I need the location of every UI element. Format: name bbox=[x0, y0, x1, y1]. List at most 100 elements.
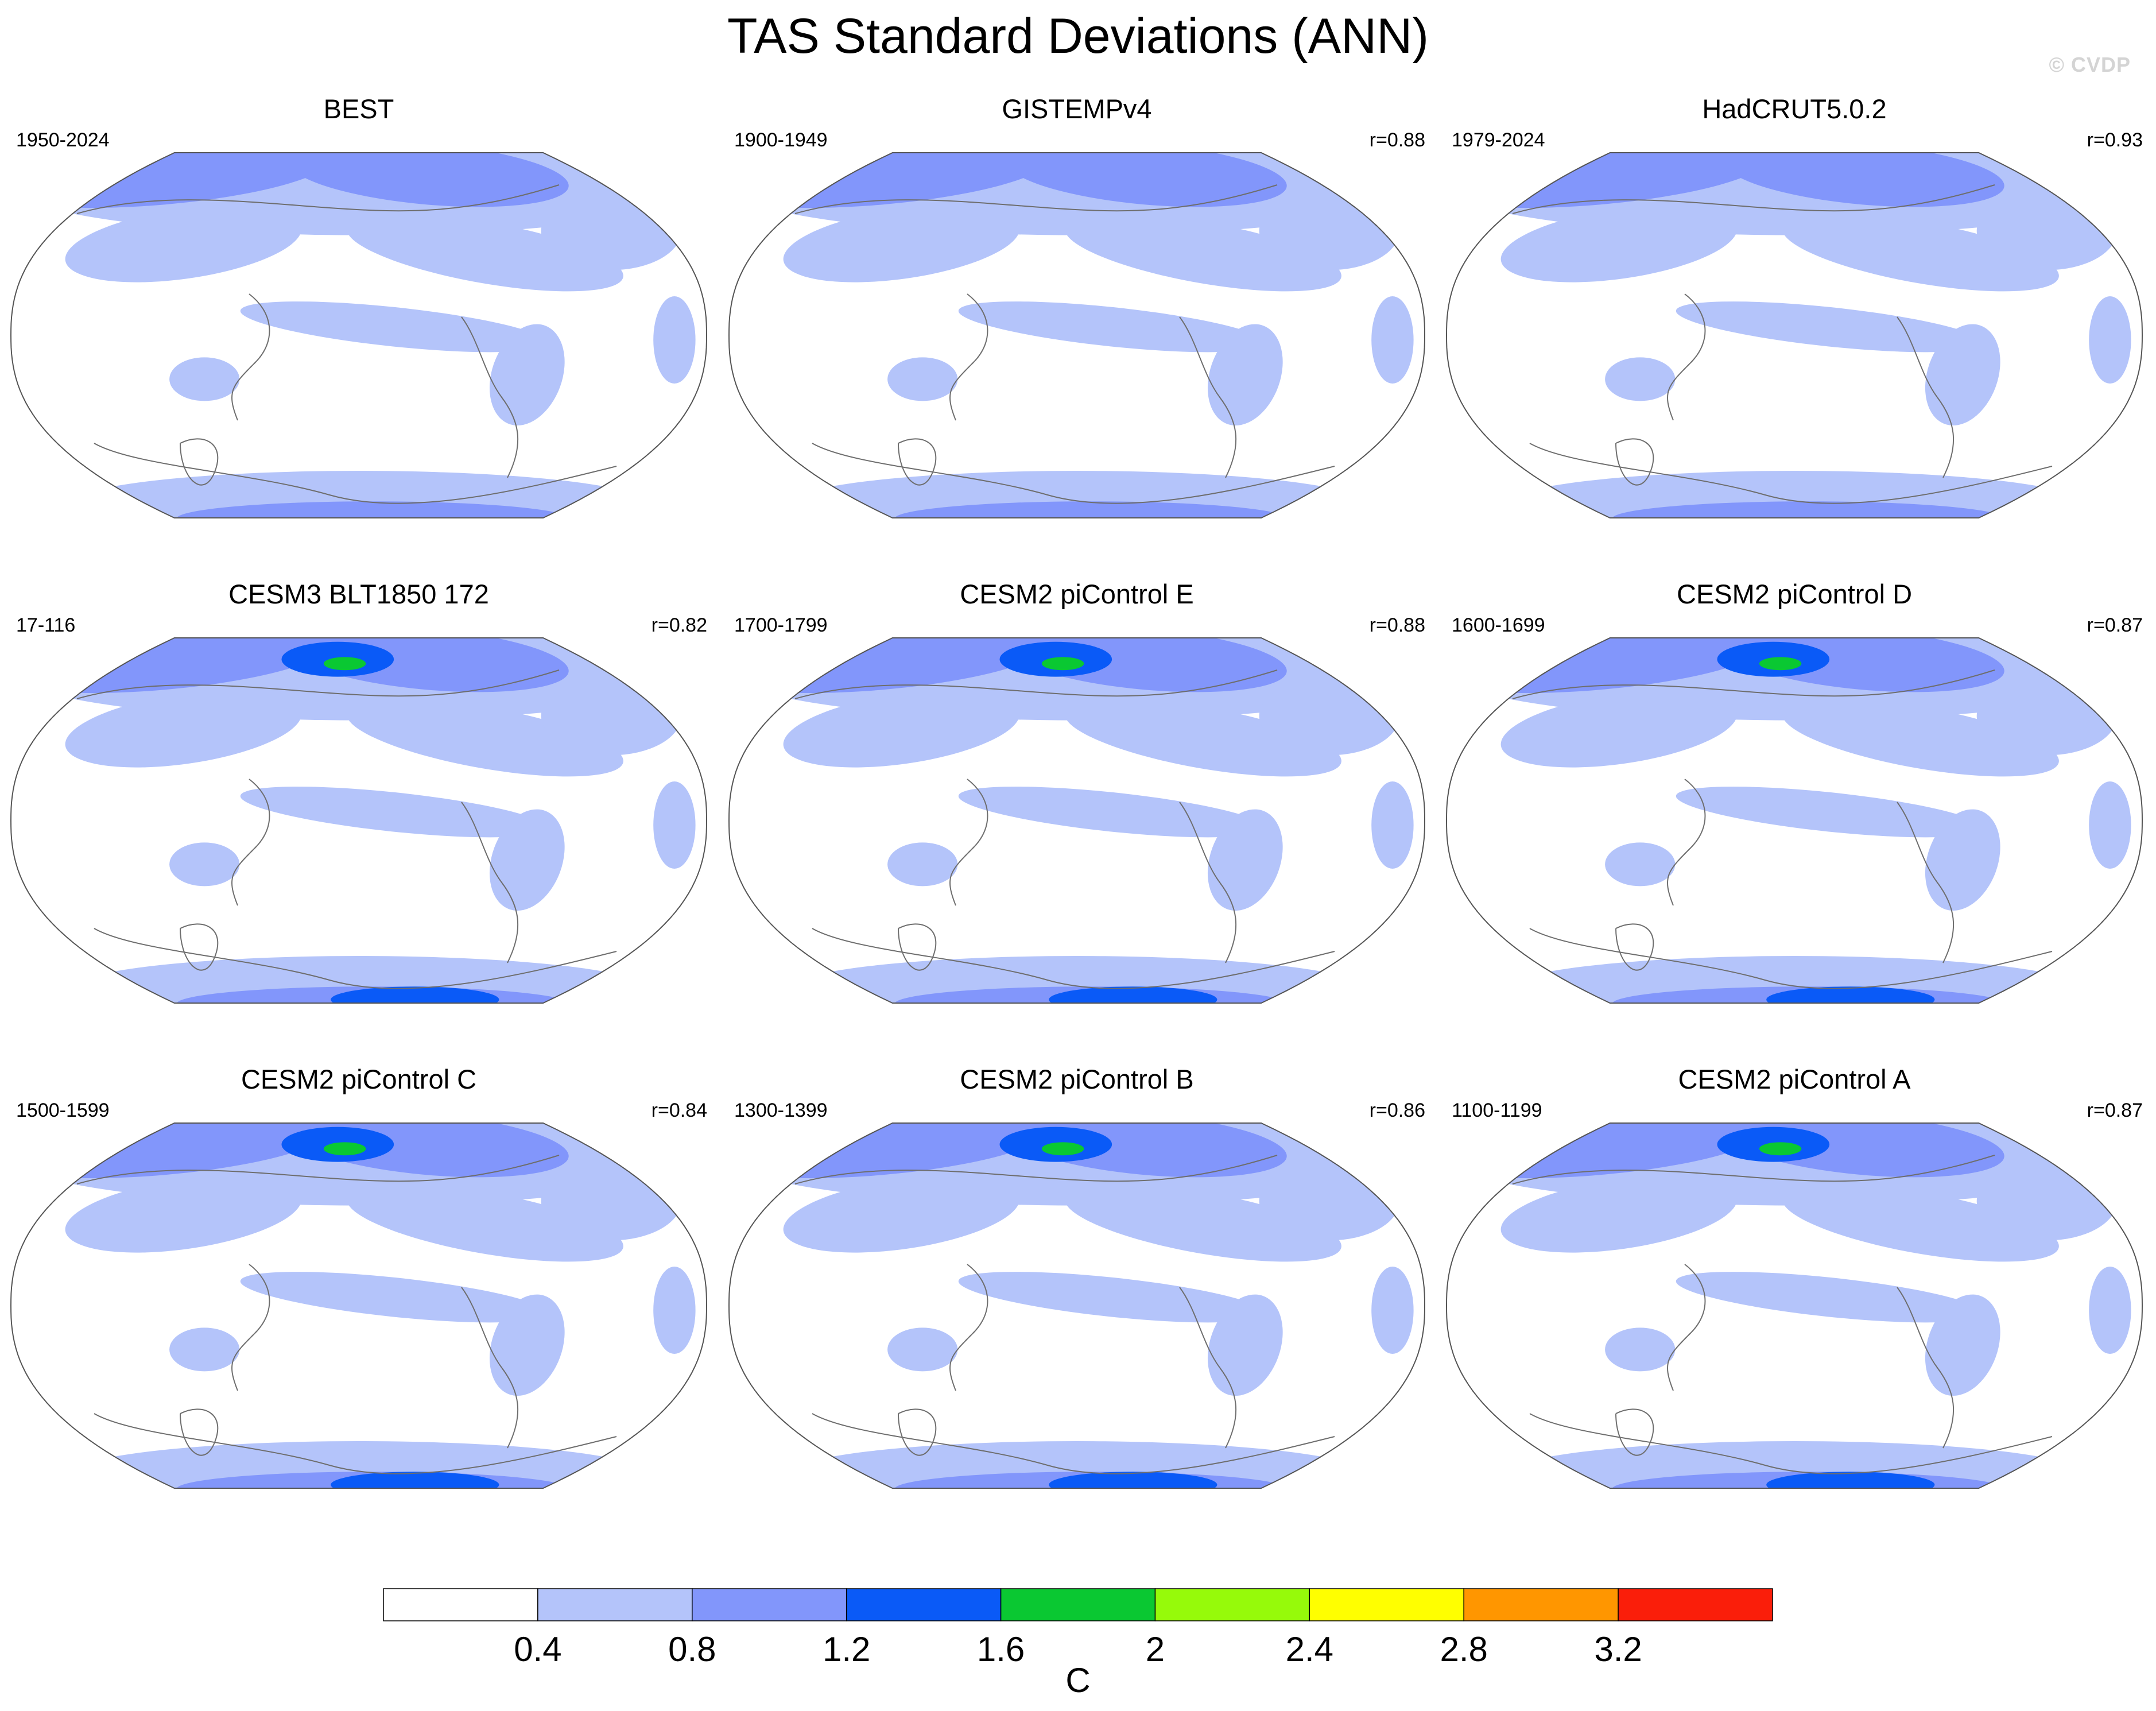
panel-correlation: r=0.82 bbox=[651, 614, 707, 636]
contour-region-north-atlantic bbox=[541, 191, 682, 270]
contour-region-north-asia bbox=[65, 691, 302, 768]
contour-region-siberia-max bbox=[92, 1123, 107, 1127]
contour-region-alaska-peak bbox=[1041, 1142, 1084, 1156]
panel-period: 17-116 bbox=[16, 614, 76, 636]
coastline bbox=[1529, 1413, 2053, 1474]
colorbar-tick-label: 1.2 bbox=[823, 1630, 870, 1669]
colorbar-unit-label: C bbox=[1065, 1661, 1091, 1700]
colorbar-tick-label: 1.6 bbox=[977, 1630, 1025, 1669]
contour-region-eq-pacific bbox=[1676, 787, 1983, 838]
contour-region-canada bbox=[289, 1123, 569, 1178]
contour-region-australia bbox=[887, 357, 958, 401]
panel-correlation: r=0.93 bbox=[2087, 129, 2143, 151]
coastline bbox=[461, 316, 519, 478]
contour-region-australia bbox=[169, 1327, 240, 1372]
panel-period: 1100-1199 bbox=[1452, 1100, 1542, 1121]
coastline bbox=[76, 1155, 560, 1184]
colorbar-tick-label: 0.4 bbox=[514, 1630, 561, 1669]
panel-title: CESM2 piControl A bbox=[1678, 1064, 1911, 1094]
panel-title: CESM2 piControl D bbox=[1676, 579, 1913, 609]
colorbar-swatch bbox=[537, 1588, 693, 1621]
colorbar-swatch bbox=[1618, 1588, 1773, 1621]
coastline bbox=[1667, 293, 1706, 421]
contour-region-eq-pacific bbox=[240, 787, 548, 838]
panel-correlation: r=0.86 bbox=[1369, 1100, 1425, 1121]
contour-region-africa bbox=[2089, 1267, 2131, 1354]
coastline bbox=[1179, 1287, 1237, 1449]
contour-region-barents-core bbox=[1287, 1123, 1344, 1145]
contour-region-barents-core bbox=[2004, 638, 2061, 660]
contour-region-barents-core bbox=[569, 638, 626, 660]
contour-region-weddell-core bbox=[331, 1472, 499, 1488]
map-panel: CESM2 piControl D 1600-1699 r=0.87 bbox=[1444, 577, 2145, 1048]
coastline bbox=[1897, 802, 1955, 963]
contour-region-australia bbox=[1605, 357, 1676, 401]
coastline bbox=[461, 1287, 519, 1449]
colorbar-tick-label: 2.8 bbox=[1440, 1630, 1487, 1669]
contour-region-south-america bbox=[1925, 809, 2000, 911]
coastline bbox=[1897, 1287, 1955, 1449]
contour-region-siberia-peak bbox=[800, 1123, 835, 1129]
coastline bbox=[949, 293, 988, 421]
map-panel: CESM2 piControl A 1100-1199 r=0.87 bbox=[1444, 1062, 2145, 1533]
coastline bbox=[94, 1413, 617, 1474]
contour-region-north-america bbox=[1065, 1184, 1341, 1262]
contour-region-weddell-core bbox=[331, 986, 499, 1003]
contour-region-south-america bbox=[1207, 809, 1283, 911]
map-panel: GISTEMPv4 1900-1949 r=0.88 bbox=[726, 92, 1428, 563]
contour-region-siberia-peak bbox=[800, 638, 835, 644]
contour-region-barents-peak bbox=[587, 1123, 608, 1136]
colorbar-tick-label: 3.2 bbox=[1594, 1630, 1642, 1669]
contour-region-north-atlantic bbox=[541, 676, 682, 756]
coastline bbox=[231, 1264, 270, 1391]
contour-region-north-america bbox=[347, 214, 623, 292]
contour-region-siberia-peak bbox=[1517, 638, 1553, 644]
contour-region-siberia-core bbox=[57, 1123, 142, 1143]
map-outline bbox=[10, 152, 708, 518]
robinson-map bbox=[1445, 637, 2143, 1004]
contour-region-north-america bbox=[1065, 699, 1341, 777]
colorbar-swatch bbox=[383, 1588, 538, 1621]
panel-correlation: r=0.87 bbox=[2087, 614, 2143, 636]
contour-region-south-america bbox=[1207, 1294, 1283, 1396]
contour-region-africa bbox=[2089, 781, 2131, 869]
coastline bbox=[76, 184, 560, 214]
colorbar: 0.4 0.8 1.2 1.6 2 2.4 2.8 3.2 bbox=[383, 1588, 1773, 1669]
contour-region-canada bbox=[289, 638, 569, 692]
map-panel: BEST 1950-2024 bbox=[8, 92, 709, 563]
contour-region-siberia-peak bbox=[1517, 1123, 1553, 1129]
contour-region-north-america bbox=[347, 699, 623, 777]
coastline bbox=[1667, 779, 1706, 906]
contour-region-australia bbox=[887, 1327, 958, 1372]
coastline bbox=[461, 802, 519, 963]
coastline bbox=[794, 1155, 1278, 1184]
contour-region-africa bbox=[653, 296, 696, 384]
contour-region-eq-pacific bbox=[1676, 1272, 1983, 1323]
contour-region-south-america bbox=[1925, 1294, 2000, 1396]
contour-region-antarctic-coast bbox=[894, 501, 1288, 518]
map-panel: CESM2 piControl C 1500-1599 r=0.84 bbox=[8, 1062, 709, 1533]
panel-correlation: r=0.87 bbox=[2087, 1100, 2143, 1121]
coastline bbox=[76, 669, 560, 699]
panel-title: GISTEMPv4 bbox=[1002, 94, 1152, 124]
coastline bbox=[812, 928, 1335, 989]
contour-region-canada bbox=[1007, 1123, 1287, 1178]
contour-region-north-atlantic bbox=[541, 1162, 682, 1241]
contour-region-africa bbox=[653, 781, 696, 869]
contour-region-alaska-peak bbox=[1759, 657, 1802, 671]
contour-region-siberia-core bbox=[775, 638, 860, 657]
coastline bbox=[1512, 1155, 1995, 1184]
panel-period: 1900-1949 bbox=[734, 129, 828, 151]
contour-region-north-asia bbox=[1500, 1176, 1738, 1253]
panel-period: 1300-1399 bbox=[734, 1100, 828, 1121]
colorbar-swatch bbox=[846, 1588, 1002, 1621]
contour-region-africa bbox=[1371, 781, 1414, 869]
panel-period: 1600-1699 bbox=[1452, 614, 1545, 636]
coastline bbox=[794, 669, 1278, 699]
colorbar-swatch bbox=[1000, 1588, 1156, 1621]
contour-region-canada bbox=[1724, 1123, 2004, 1178]
map-outline bbox=[728, 1122, 1426, 1489]
contour-region-weddell-core bbox=[1049, 1472, 1217, 1488]
contour-region-siberia-core bbox=[775, 1123, 860, 1143]
contour-region-canada bbox=[1724, 153, 2004, 207]
